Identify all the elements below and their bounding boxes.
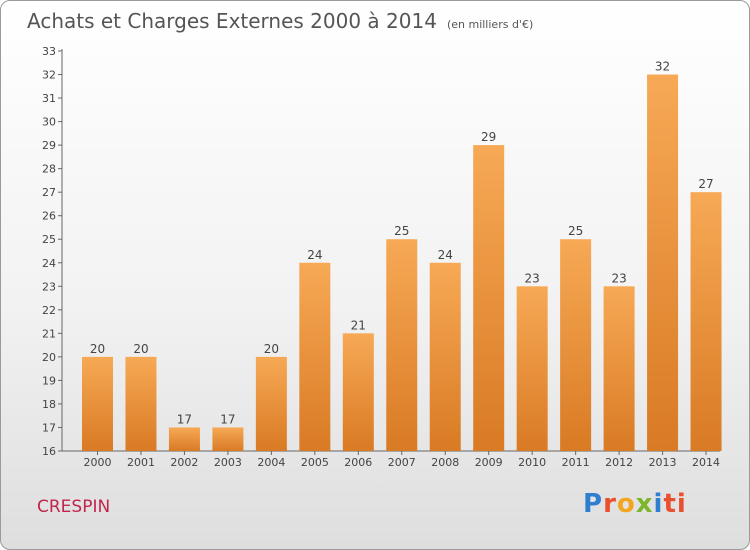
y-tick-label: 31 [42,92,56,105]
logo-letter: r [603,489,617,519]
bar [560,239,592,451]
bar-value-label: 32 [655,60,670,74]
bar [255,356,287,451]
y-tick-label: 24 [42,257,56,270]
commune-name: CRESPIN [37,497,111,517]
x-tick-label: 2014 [692,456,720,469]
x-tick-label: 2012 [605,456,633,469]
y-tick-label: 28 [42,163,56,176]
bar [429,262,461,451]
chart-title: Achats et Charges Externes 2000 à 2014 (e… [27,9,533,33]
bar [647,74,679,451]
y-tick-label: 18 [42,398,56,411]
y-tick-label: 26 [42,210,56,223]
y-tick-label: 20 [42,351,56,364]
bar [516,286,548,451]
x-tick-label: 2009 [475,456,503,469]
bar [386,239,418,451]
bar-value-label: 23 [525,271,540,285]
y-tick-label: 25 [42,233,56,246]
bar-value-label: 24 [438,248,453,262]
x-tick-label: 2004 [257,456,285,469]
bar [473,145,505,451]
bar [212,427,244,451]
y-tick-label: 22 [42,304,56,317]
x-tick-label: 2010 [518,456,546,469]
x-tick-label: 2001 [127,456,155,469]
bar-value-label: 25 [568,224,583,238]
bar-value-label: 17 [177,412,192,426]
x-tick-label: 2002 [170,456,198,469]
logo-letter: x [635,489,654,519]
x-tick-label: 2005 [301,456,329,469]
chart-subtitle: (en milliers d'€) [446,18,534,31]
bar [690,192,722,452]
x-tick-label: 2013 [649,456,677,469]
x-tick-label: 2000 [84,456,112,469]
bar [603,286,635,451]
logo-letter: P [583,489,604,519]
bar-value-label: 24 [307,248,322,262]
y-tick-label: 27 [42,186,56,199]
logo-letter: o [616,489,636,519]
x-tick-label: 2011 [562,456,590,469]
bar-value-label: 20 [133,342,148,356]
bar-value-label: 29 [481,130,496,144]
y-tick-label: 16 [42,445,56,458]
logo-letter: ti [663,489,687,519]
bar [342,333,374,451]
bar-value-label: 20 [264,342,279,356]
bar-value-label: 17 [220,412,235,426]
bar [299,262,331,451]
x-tick-label: 2007 [388,456,416,469]
y-tick-label: 32 [42,69,56,82]
y-tick-label: 29 [42,139,56,152]
bar-value-label: 20 [90,342,105,356]
y-tick-label: 23 [42,280,56,293]
x-tick-label: 2008 [431,456,459,469]
bar-value-label: 27 [698,177,713,191]
chart-title-text: Achats et Charges Externes 2000 à 2014 [27,9,437,33]
axes: 16 17 18 19 20 21 22 23 24 25 26 27 28 29 30 31 32 33 2000… [42,45,720,469]
bar [168,427,200,451]
bar-value-label: 21 [351,318,366,332]
y-tick-label: 21 [42,327,56,340]
proxiti-logo[interactable]: Proxiti [583,489,687,519]
bar-value-label: 25 [394,224,409,238]
bars: 20 20 17 17 20 24 21 25 24 29 23 25 23 32 27 [82,60,722,452]
bar [125,356,157,451]
bar [82,356,113,451]
bar-value-label: 23 [611,271,626,285]
y-tick-label: 30 [42,116,56,129]
y-tick-label: 17 [42,421,56,434]
y-tick-label: 33 [42,45,56,58]
x-tick-label: 2006 [344,456,372,469]
y-tick-label: 19 [42,374,56,387]
logo-letter: i [653,489,664,519]
x-tick-label: 2003 [214,456,242,469]
